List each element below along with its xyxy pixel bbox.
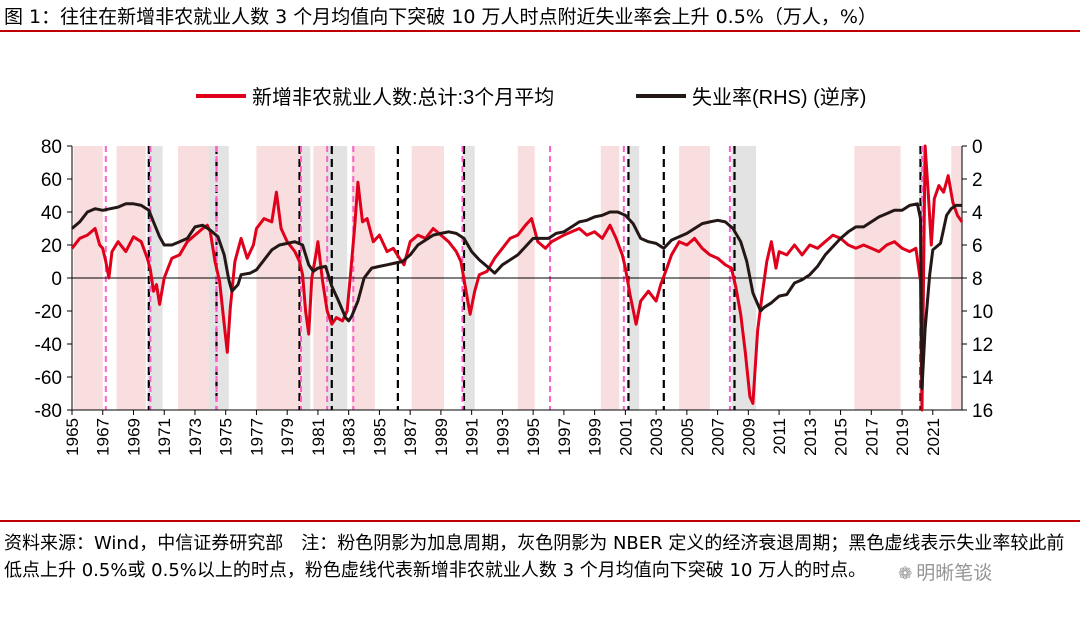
x-tick-label: 2011 (770, 418, 789, 455)
left-tick-label: -40 (35, 335, 62, 356)
x-tick-label: 1965 (63, 418, 82, 456)
left-tick-label: -80 (35, 401, 62, 422)
x-tick-label: 2015 (832, 418, 851, 456)
figure-title: 图 1：往往在新增非农就业人数 3 个月均值向下突破 10 万人时点附近失业率会… (4, 6, 877, 28)
left-tick-label: 40 (41, 203, 62, 224)
source-note: 资料来源：Wind，中信证券研究部 注：粉色阴影为加息周期，灰色阴影为 NBER… (4, 533, 1065, 581)
x-tick-label: 1987 (401, 418, 420, 456)
right-tick-label: 10 (972, 302, 993, 323)
x-tick-label: 1991 (463, 418, 482, 456)
legend-label-payrolls: 新增非农就业人数:总计:3个月平均 (252, 86, 554, 109)
left-tick-label: 0 (51, 269, 62, 290)
right-tick-label: 2 (972, 170, 983, 191)
title-rule (0, 30, 1080, 32)
left-tick-label: -20 (35, 302, 62, 323)
x-tick-label: 1995 (524, 418, 543, 456)
axes-layer: 80 60 40 20 0 -20 -40 -60 -80 0 2 4 6 8 10 12 14 16 1965 19… (35, 137, 994, 456)
unemployment-series-line (71, 202, 962, 390)
x-tick-label: 1969 (124, 418, 143, 456)
chart-canvas: 80 60 40 20 0 -20 -40 -60 -80 0 2 4 6 8 10 12 14 16 1965 19… (35, 86, 994, 456)
x-tick-label: 1975 (217, 418, 236, 456)
x-tick-label: 2013 (801, 418, 820, 456)
legend: 新增非农就业人数:总计:3个月平均 失业率(RHS) (逆序) (196, 86, 866, 109)
wechat-icon: ❁ (898, 564, 913, 584)
left-tick-label: 80 (41, 137, 62, 158)
series-layer (70, 144, 964, 412)
left-tick-label: 20 (41, 236, 62, 257)
right-tick-label: 12 (972, 335, 993, 356)
right-tick-label: 14 (972, 368, 994, 389)
x-tick-label: 1981 (309, 418, 328, 456)
x-tick-label: 1997 (555, 418, 574, 456)
x-tick-label: 2005 (678, 418, 697, 456)
right-tick-label: 4 (972, 203, 983, 224)
x-tick-label: 2001 (616, 418, 635, 456)
x-tick-label: 2007 (709, 418, 728, 456)
x-tick-label: 1973 (186, 418, 205, 456)
watermark-text: 明晰笔谈 (916, 562, 993, 584)
x-tick-label: 2021 (924, 418, 943, 456)
x-tick-label: 1985 (370, 418, 389, 456)
watermark: ❁ 明晰笔谈 (898, 558, 992, 585)
x-tick-label: 2017 (862, 418, 881, 456)
x-tick-label: 1967 (94, 418, 113, 456)
x-tick-label: 2019 (893, 418, 912, 456)
x-tick-label: 1989 (432, 418, 451, 456)
x-tick-label: 1983 (340, 418, 359, 456)
legend-label-unemployment: 失业率(RHS) (逆序) (692, 86, 866, 109)
x-tick-label: 1993 (493, 418, 512, 456)
right-tick-label: 0 (972, 137, 983, 158)
x-tick-label: 1999 (586, 418, 605, 456)
left-tick-label: 60 (41, 170, 62, 191)
source-rule (0, 520, 1080, 522)
left-tick-label: -60 (35, 368, 62, 389)
payrolls-series-line (70, 144, 964, 412)
x-tick-label: 2003 (647, 418, 666, 456)
x-tick-label: 2009 (739, 418, 758, 456)
right-tick-label: 8 (972, 269, 983, 290)
right-tick-label: 16 (972, 401, 993, 422)
x-tick-label: 1979 (278, 418, 297, 456)
right-tick-label: 6 (972, 236, 983, 257)
x-tick-label: 1971 (155, 418, 174, 456)
x-tick-label: 1977 (247, 418, 266, 456)
